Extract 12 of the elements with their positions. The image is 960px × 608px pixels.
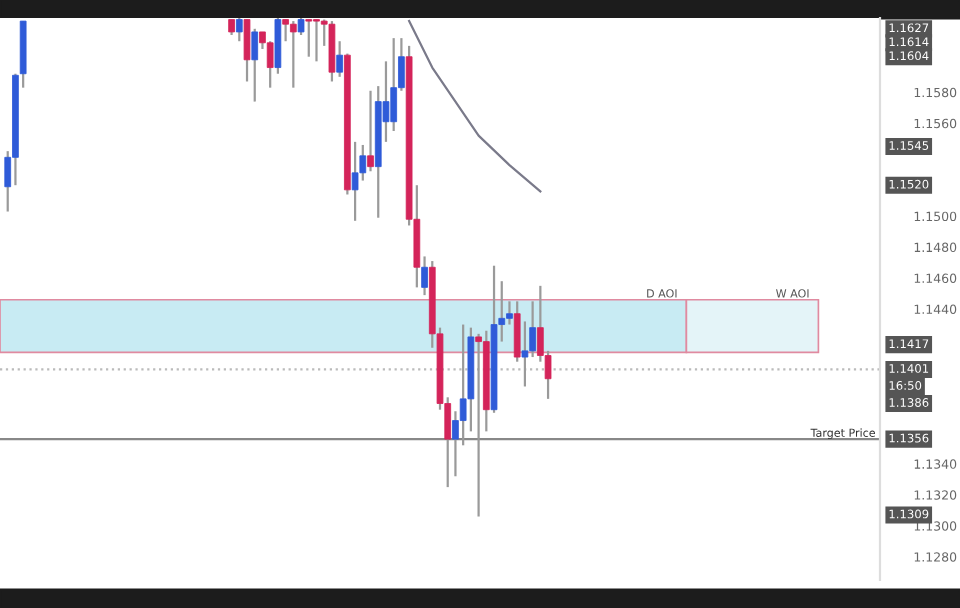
candlestick [521, 320, 529, 388]
candlestick [313, 18, 320, 63]
candlestick [475, 332, 482, 518]
candlestick [351, 140, 359, 222]
candlestick [289, 19, 297, 89]
candlestick [235, 18, 243, 43]
candlestick [305, 18, 313, 58]
line-series [408, 19, 542, 193]
candlestick [367, 89, 374, 173]
candlestick [328, 19, 336, 83]
candlestick [336, 40, 343, 78]
candlestick [251, 27, 259, 103]
